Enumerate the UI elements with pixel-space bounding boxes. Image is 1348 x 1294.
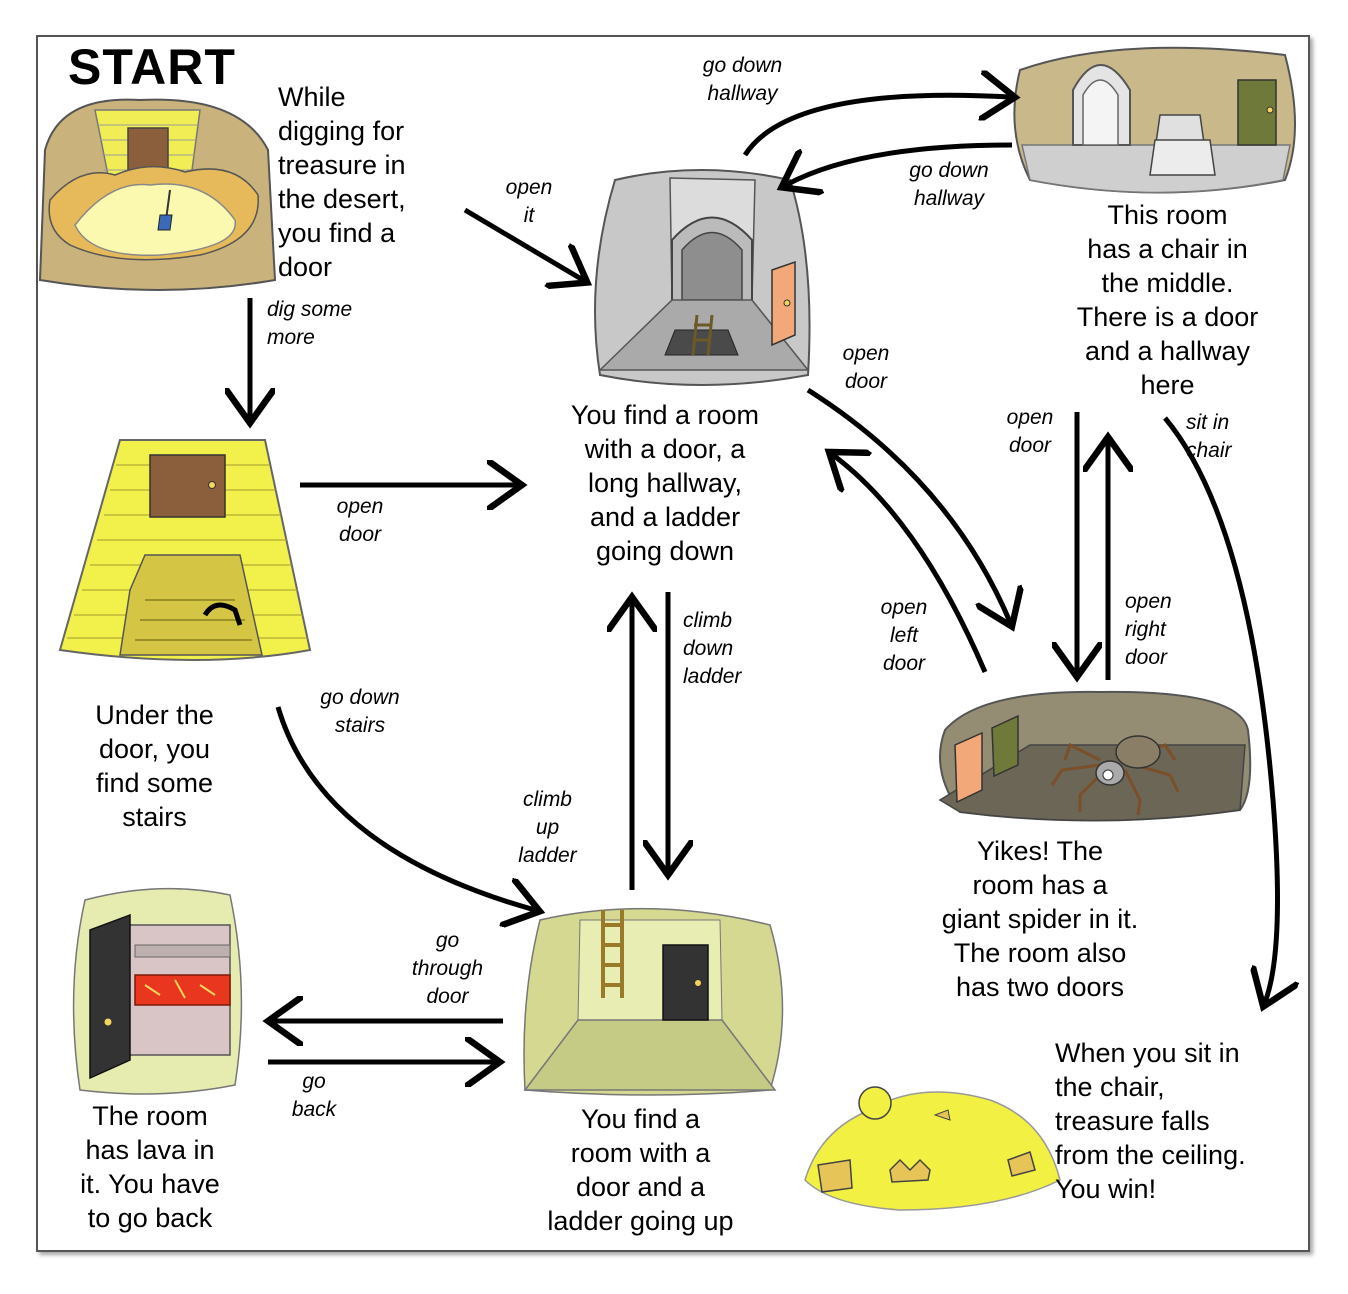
node-desert-text: While digging for treasure in the desert… bbox=[278, 82, 406, 282]
start-title: START bbox=[68, 39, 236, 95]
edge-label-go-through-door: go through door bbox=[411, 929, 484, 1008]
ladder-up-room-illustration bbox=[523, 907, 784, 1096]
arrow-go-down-hallway-back bbox=[786, 142, 1013, 185]
treasure-pile-illustration bbox=[804, 1086, 1061, 1211]
node-treasure-text: When you sit in the chair, treasure fall… bbox=[1055, 1038, 1246, 1204]
lava-room-illustration bbox=[72, 887, 243, 1095]
node-chair-room-text: This room has a chair in the middle. The… bbox=[1076, 200, 1259, 400]
node-spider-room-text: Yikes! The room has a giant spider in it… bbox=[941, 836, 1139, 1002]
arrow-sit-in-chair bbox=[1163, 416, 1278, 1002]
arrow-go-down-hallway-top bbox=[742, 95, 1010, 157]
edge-label-go-down-hallway-back: go down hallway bbox=[909, 159, 989, 210]
edge-label-go-down-hallway-top: go down hallway bbox=[702, 54, 783, 105]
edge-label-open-door-to-spider: open door bbox=[842, 342, 890, 393]
edge-label-open-left-door: open left door bbox=[880, 596, 928, 675]
chair-room-illustration bbox=[1013, 46, 1296, 194]
node-stairs-text: Under the door, you find some stairs bbox=[95, 700, 214, 832]
edge-label-go-down-stairs: go down stairs bbox=[320, 686, 400, 737]
hallway-room-illustration bbox=[594, 169, 811, 386]
edge-label-open-door-chair: open door bbox=[1006, 406, 1054, 457]
edge-label-open-right-door: open right door bbox=[1125, 590, 1172, 669]
node-ladder-up-room-text: You find a room with a door and a ladder… bbox=[547, 1104, 734, 1236]
arrow-open-door-to-spider bbox=[806, 387, 1010, 622]
arrow-open-it bbox=[463, 207, 583, 280]
arrows bbox=[250, 95, 1278, 1062]
edge-label-go-back: go back bbox=[291, 1070, 337, 1121]
brick-stairs-illustration bbox=[58, 439, 312, 661]
arrow-open-left-door bbox=[833, 455, 988, 673]
edge-label-open-it: open it bbox=[505, 176, 553, 227]
edge-label-sit-in-chair: sit in chair bbox=[1186, 411, 1232, 462]
node-lava-room-text: The room has lava in it. You have to go … bbox=[80, 1101, 220, 1233]
edge-label-dig-some-more: dig some more bbox=[267, 298, 353, 349]
edge-label-climb-up-ladder: climb up ladder bbox=[518, 788, 577, 867]
node-hallway-room-text: You find a room with a door, a long hall… bbox=[570, 400, 760, 566]
edge-label-climb-down-ladder: climb down ladder bbox=[683, 609, 742, 688]
edge-label-open-door-stairs: open door bbox=[336, 495, 384, 546]
arrow-go-down-stairs bbox=[275, 706, 535, 910]
desert-dig-illustration bbox=[38, 98, 277, 291]
spider-room-illustration bbox=[938, 690, 1252, 822]
